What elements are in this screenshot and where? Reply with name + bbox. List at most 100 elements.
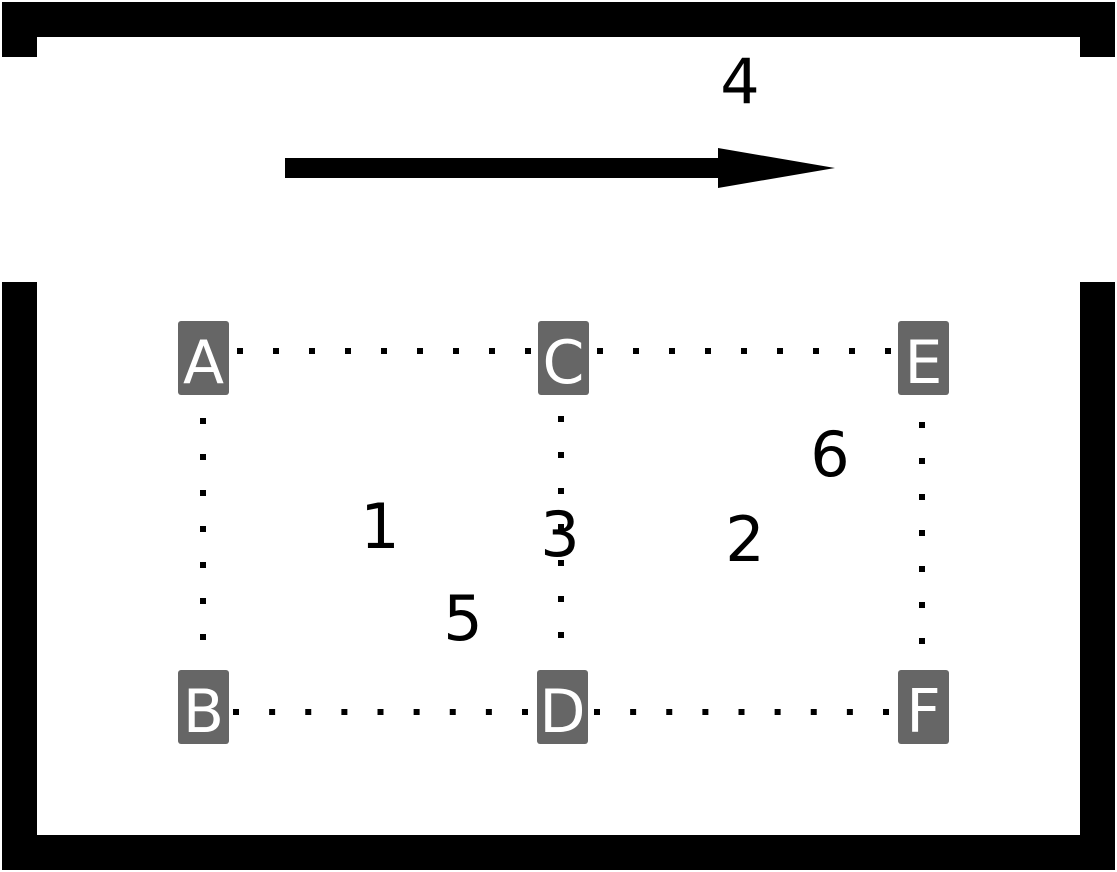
dot — [273, 348, 279, 354]
dot — [597, 348, 603, 354]
dot — [919, 638, 925, 644]
node-e-box — [898, 321, 949, 395]
dot — [309, 348, 315, 354]
left-wall — [2, 282, 37, 870]
region-number-2: 2 — [725, 503, 764, 576]
dot — [558, 632, 564, 638]
dot — [705, 348, 711, 354]
top-right-stub — [1080, 2, 1115, 57]
dot — [919, 566, 925, 572]
dot — [522, 709, 528, 715]
dot — [666, 709, 673, 715]
dot — [345, 348, 351, 354]
edge-a-c — [237, 348, 531, 354]
top-wall — [2, 2, 1115, 37]
dot — [200, 598, 206, 604]
edge-d-f — [594, 709, 889, 715]
node-b: B — [178, 670, 229, 747]
node-d-label: D — [539, 677, 585, 747]
node-b-box — [178, 670, 229, 744]
dot — [558, 488, 564, 494]
dot — [269, 709, 276, 715]
region-number-5: 5 — [443, 582, 482, 655]
dot — [919, 494, 925, 500]
dot — [558, 560, 564, 566]
top-left-stub — [2, 2, 37, 57]
node-b-label: B — [183, 677, 224, 747]
node-c: C — [538, 321, 589, 398]
node-c-box — [538, 321, 589, 395]
dot — [669, 348, 675, 354]
dot — [558, 596, 564, 602]
dot — [558, 416, 564, 422]
dot — [919, 602, 925, 608]
node-a: A — [178, 321, 229, 398]
dotted-connections — [200, 348, 925, 715]
dot — [525, 348, 531, 354]
dot — [846, 709, 853, 715]
dot — [558, 524, 564, 530]
arrow-label: 4 — [720, 45, 759, 118]
edge-b-d — [233, 709, 528, 715]
dot — [413, 709, 420, 715]
dot — [774, 709, 781, 715]
right-wall — [1080, 282, 1115, 870]
bottom-wall — [2, 835, 1115, 870]
dot — [741, 348, 747, 354]
dot — [919, 530, 925, 536]
region-number-1: 1 — [360, 490, 399, 563]
dot — [237, 348, 243, 354]
dot — [200, 562, 206, 568]
dot — [630, 709, 637, 715]
dot — [233, 709, 239, 715]
dot — [200, 418, 206, 424]
dot — [453, 348, 459, 354]
dot — [594, 709, 600, 715]
dot — [883, 709, 889, 715]
direction-arrow — [285, 148, 835, 188]
dot — [417, 348, 423, 354]
dot — [381, 348, 387, 354]
dot — [777, 348, 783, 354]
dot — [849, 348, 855, 354]
dot — [200, 526, 206, 532]
dot — [200, 490, 206, 496]
region-number-3: 3 — [540, 498, 579, 571]
node-f: F — [898, 670, 949, 747]
node-f-label: F — [906, 677, 941, 747]
dot — [919, 458, 925, 464]
edge-c-e — [597, 348, 891, 354]
dot — [200, 454, 206, 460]
dot — [449, 709, 456, 715]
node-f-box — [898, 670, 949, 744]
dot — [305, 709, 312, 715]
node-a-label: A — [183, 328, 224, 398]
dot — [200, 634, 206, 640]
dot — [885, 348, 891, 354]
arrow-head — [718, 148, 835, 188]
dot — [738, 709, 745, 715]
node-a-box — [178, 321, 229, 395]
edge-a-b — [200, 418, 206, 640]
dot — [702, 709, 709, 715]
node-e-label: E — [905, 328, 943, 398]
edge-c-d — [558, 416, 564, 638]
dot — [485, 709, 492, 715]
node-e: E — [898, 321, 949, 398]
dot — [633, 348, 639, 354]
arrow-shaft — [285, 158, 725, 178]
dot — [558, 452, 564, 458]
dot — [919, 422, 925, 428]
dot — [377, 709, 384, 715]
node-d: D — [537, 670, 588, 747]
node-c-label: C — [543, 328, 585, 398]
dot — [489, 348, 495, 354]
dot — [341, 709, 348, 715]
edge-e-f — [919, 422, 925, 644]
node-d-box — [537, 670, 588, 744]
dot — [810, 709, 817, 715]
region-number-6: 6 — [810, 418, 849, 491]
dot — [813, 348, 819, 354]
